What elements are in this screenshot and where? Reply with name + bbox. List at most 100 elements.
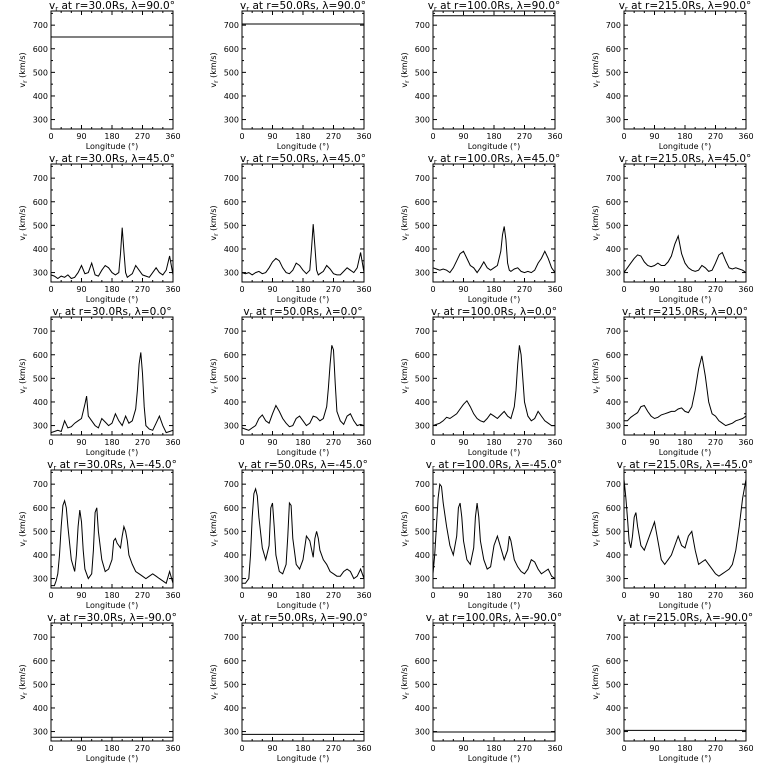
y-tick-label: 300	[33, 116, 48, 125]
y-axis-label-sub: r	[595, 539, 602, 542]
x-tick-label: 90	[649, 285, 659, 294]
panel-title: vr at r=50.0Rs, λ=-45.0°	[238, 459, 368, 472]
panel-title-rest: at r=215.0Rs, λ=90.0°	[628, 0, 751, 12]
x-tick-label: 270	[135, 438, 150, 447]
y-tick-label: 300	[224, 728, 239, 737]
x-tick-label: 0	[430, 591, 435, 600]
y-tick-label: 700	[415, 327, 430, 336]
plot-frame	[50, 10, 174, 130]
x-axis-label: Longitude (°)	[86, 601, 139, 610]
panel-title-rest: at r=100.0Rs, λ=45.0°	[437, 153, 560, 165]
panel-title: vr at r=215.0Rs, λ=-90.0°	[617, 612, 753, 625]
x-axis-label: Longitude (°)	[277, 601, 330, 610]
panel-svg: vr at r=215.0Rs, λ=-90.0°0 90 180 270 360300…	[591, 612, 754, 763]
y-tick-label: 500	[224, 374, 239, 383]
chart-panel: vr at r=50.0Rs, λ=45.0° 0 90 180 270 360 300 40…	[191, 153, 383, 306]
x-tick-label: 0	[430, 744, 435, 753]
x-tick-label: 0	[48, 591, 53, 600]
y-tick-label: 700	[33, 327, 48, 336]
x-tick-label: 360	[165, 438, 180, 447]
x-tick-label: 90	[267, 744, 277, 753]
panel-title-rest: at r=30.0Rs, λ=0.0°	[61, 306, 171, 318]
y-axis-label: vr (km/s)	[18, 358, 29, 393]
x-tick-label: 360	[547, 285, 562, 294]
y-axis-label-sub: r	[404, 233, 411, 236]
x-tick-label: 90	[267, 132, 277, 141]
y-tick-label: 300	[606, 422, 621, 431]
y-tick-label: 700	[33, 633, 48, 642]
x-axis-label: Longitude (°)	[277, 448, 330, 457]
panel-title-v: v	[47, 612, 53, 624]
x-tick-label: 90	[458, 132, 468, 141]
x-tick-label: 270	[517, 132, 532, 141]
plot-frame	[432, 163, 556, 283]
x-tick-label: 180	[486, 438, 501, 447]
x-tick-label: 180	[104, 591, 119, 600]
panel-title-rest: at r=100.0Rs, λ=90.0°	[437, 0, 560, 12]
y-tick-label: 700	[224, 21, 239, 30]
chart-panel: vr at r=30.0Rs, λ=0.0° 0 90 180 270 360 300 400…	[0, 306, 192, 459]
y-tick-label: 700	[606, 633, 621, 642]
plot-frame	[432, 10, 556, 130]
x-tick-label: 180	[677, 285, 692, 294]
y-axis-label-unit: (km/s)	[18, 52, 27, 80]
x-tick-label: 360	[738, 591, 753, 600]
panel-svg: vr at r=100.0Rs, λ=-45.0°0 90 180 270 360300…	[400, 459, 563, 610]
x-tick-label: 360	[738, 744, 753, 753]
x-tick-label: 180	[104, 285, 119, 294]
panel-title-v: v	[619, 0, 625, 12]
series-line	[432, 482, 556, 580]
x-tick-label: 0	[621, 438, 626, 447]
y-tick-label: 500	[33, 527, 48, 536]
x-tick-label: 90	[267, 438, 277, 447]
y-tick-label: 500	[415, 68, 430, 77]
y-axis-label: vr (km/s)	[400, 511, 411, 546]
chart-panel: vr at r=215.0Rs, λ=0.0° 0 90 180 270 360 300 40…	[573, 306, 765, 459]
panel-title: vr at r=100.0Rs, λ=-45.0°	[426, 459, 562, 472]
y-axis-label: vr (km/s)	[209, 511, 220, 546]
panel-svg: vr at r=215.0Rs, λ=45.0°0 90 180 270 3603004…	[591, 153, 754, 304]
x-tick-label: 90	[76, 132, 86, 141]
y-axis-label-sub: r	[404, 539, 411, 542]
panel-title-sub: r	[432, 464, 435, 472]
y-tick-label: 300	[33, 422, 48, 431]
plot-frame	[241, 10, 365, 130]
y-tick-label: 300	[33, 269, 48, 278]
y-tick-label: 400	[415, 704, 430, 713]
y-tick-label: 600	[33, 657, 48, 666]
y-tick-label: 400	[606, 92, 621, 101]
y-tick-label: 600	[224, 351, 239, 360]
y-tick-label: 400	[606, 704, 621, 713]
y-axis-label-unit: (km/s)	[591, 511, 600, 539]
y-axis-label-v: v	[209, 389, 218, 394]
series-line	[623, 234, 747, 274]
chart-panel: vr at r=100.0Rs, λ=90.0° 0 90 180 270 360 300 4…	[382, 0, 574, 153]
x-tick-label: 180	[677, 744, 692, 753]
panel-title: vr at r=100.0Rs, λ=45.0°	[428, 153, 561, 166]
y-tick-label: 400	[415, 551, 430, 560]
x-tick-label: 270	[326, 285, 341, 294]
panel-title-v: v	[238, 612, 244, 624]
y-axis-label-unit: (km/s)	[18, 358, 27, 386]
x-axis-label: Longitude (°)	[468, 448, 521, 457]
chart-panel: vr at r=215.0Rs, λ=90.0° 0 90 180 270 360 300 4…	[573, 0, 765, 153]
y-axis-label-unit: (km/s)	[400, 511, 409, 539]
series-line	[623, 479, 747, 577]
y-tick-label: 700	[606, 327, 621, 336]
y-axis-label: vr (km/s)	[591, 511, 602, 546]
y-axis-label-v: v	[400, 236, 409, 241]
y-axis-label-sub: r	[22, 692, 29, 695]
panel-title: vr at r=30.0Rs, λ=-90.0°	[47, 612, 177, 625]
panel-title: vr at r=50.0Rs, λ=45.0°	[240, 153, 366, 166]
x-tick-label: 360	[547, 438, 562, 447]
y-axis-label: vr (km/s)	[209, 664, 220, 699]
y-axis-label-unit: (km/s)	[591, 52, 600, 80]
panel-title-v: v	[426, 459, 432, 471]
panel-svg: vr at r=50.0Rs, λ=0.0°0 90 180 270 360300400…	[209, 306, 372, 457]
panel-title-v: v	[243, 306, 249, 318]
y-axis-label-unit: (km/s)	[400, 358, 409, 386]
y-tick-label: 300	[415, 269, 430, 278]
panel-title-rest: at r=215.0Rs, λ=-45.0°	[626, 459, 753, 471]
x-tick-label: 270	[135, 744, 150, 753]
x-tick-label: 90	[267, 285, 277, 294]
